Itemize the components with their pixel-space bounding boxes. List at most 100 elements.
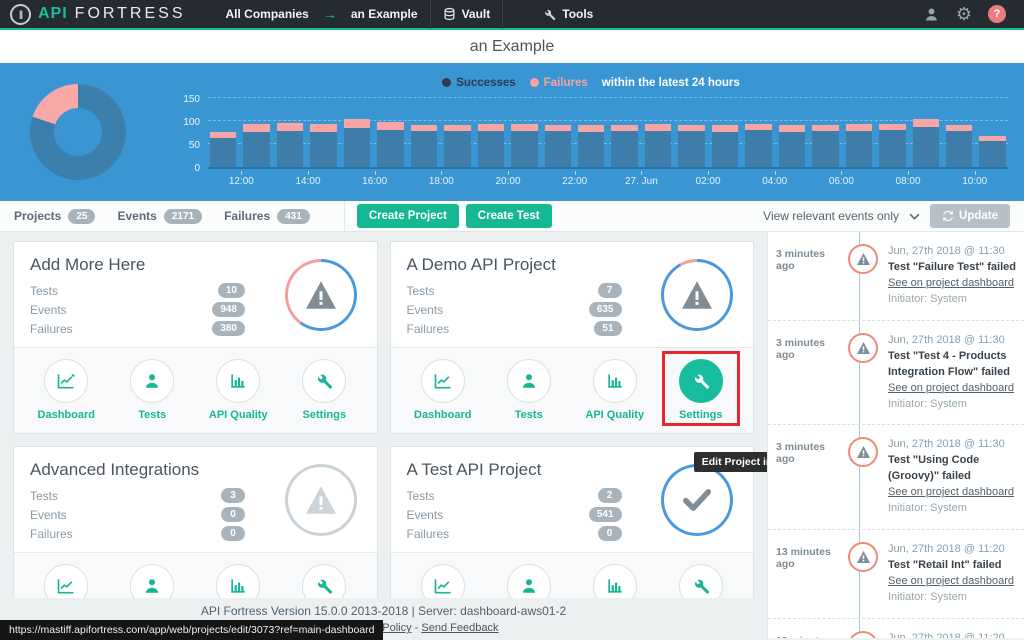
chevron-down-icon[interactable] bbox=[909, 213, 920, 220]
api-quality-action[interactable]: API Quality bbox=[584, 359, 646, 421]
events-badge: 948 bbox=[212, 302, 245, 317]
tests-badge: 10 bbox=[217, 283, 245, 298]
x-tick-label: 22:00 bbox=[541, 171, 608, 187]
tests-badge: 3 bbox=[221, 488, 245, 503]
y-axis: 0 50 100 150 bbox=[183, 94, 200, 174]
warning-icon bbox=[305, 280, 336, 309]
event-title: Test "Retail Int" failed bbox=[888, 559, 1002, 572]
bar-segment bbox=[243, 124, 270, 167]
event-row: 13 minutes ago Jun, 27th 2018 @ 11:20 Te… bbox=[768, 530, 1024, 619]
event-warning-icon bbox=[848, 244, 878, 274]
event-row: 13 minutes ago Jun, 27th 2018 @ 11:20 Te… bbox=[768, 619, 1024, 638]
events-sidebar: 3 minutes ago Jun, 27th 2018 @ 11:30 Tes… bbox=[767, 232, 1024, 638]
tests-action[interactable]: Tests bbox=[498, 564, 560, 598]
footer-link[interactable]: Send Feedback bbox=[421, 622, 499, 634]
bar-segment bbox=[611, 124, 638, 167]
stats-toolbar: Projects 25 Events 2171 Failures 431 Create… bbox=[0, 200, 1024, 232]
api-quality-action[interactable]: API Quality bbox=[584, 564, 646, 598]
tests-badge: 7 bbox=[597, 283, 622, 298]
project-title: Advanced Integrations bbox=[30, 460, 200, 479]
event-time: 13 minutes ago bbox=[776, 631, 842, 638]
dashboard-action[interactable]: Dashboard bbox=[412, 359, 474, 421]
event-warning-icon bbox=[848, 437, 878, 468]
event-warning-icon bbox=[848, 542, 878, 573]
stat-label: Events bbox=[30, 507, 67, 522]
api-quality-action[interactable]: API Quality bbox=[207, 359, 269, 421]
wrench-icon bbox=[545, 9, 556, 20]
warning-icon bbox=[682, 280, 712, 309]
help-icon[interactable]: ? bbox=[988, 5, 1006, 23]
logo-text-api: API bbox=[38, 5, 68, 22]
stacked-bar-chart: 0 50 100 150 bbox=[174, 94, 1008, 174]
project-card-a-demo-api-project: A Demo API Project Tests 7 Events 635 Fail… bbox=[389, 241, 767, 472]
apifortress-logo[interactable]: || API FORTRESS bbox=[10, 3, 186, 25]
event-time: 3 minutes ago bbox=[776, 336, 826, 361]
x-tick-label: 06:00 bbox=[808, 171, 875, 187]
event-row: 3 minutes ago Jun, 27th 2018 @ 11:30 Tes… bbox=[768, 425, 1024, 531]
dashboard-action[interactable]: Dashboard bbox=[35, 359, 97, 421]
bar-segment bbox=[879, 124, 906, 167]
tests-action[interactable]: Tests bbox=[498, 359, 560, 421]
events-filter-dropdown[interactable]: View relevant events only bbox=[763, 209, 900, 223]
failures-badge: 0 bbox=[221, 526, 245, 541]
gear-icon[interactable]: ⚙ bbox=[955, 4, 972, 24]
event-title: Test "Failure Test" failed bbox=[888, 260, 1016, 273]
success-failure-donut bbox=[30, 84, 126, 180]
settings-action[interactable]: Settings bbox=[670, 564, 732, 598]
nav-all-companies[interactable]: All Companies bbox=[225, 7, 309, 21]
event-warning-icon bbox=[848, 630, 878, 638]
bar-plot bbox=[208, 97, 1008, 167]
bar-segment bbox=[544, 125, 571, 167]
settings-action[interactable]: Settings bbox=[293, 564, 355, 598]
line-chart-icon bbox=[434, 374, 451, 389]
settings-action-highlighted[interactable]: Settings Edit Project info bbox=[661, 351, 767, 472]
user-icon[interactable] bbox=[923, 6, 940, 23]
line-chart-icon bbox=[57, 579, 74, 594]
failures-dot-icon bbox=[529, 78, 539, 87]
project-title: A Test API Project bbox=[406, 460, 542, 479]
project-title: Add More Here bbox=[30, 255, 146, 274]
event-dashboard-link[interactable]: See on project dashboard bbox=[888, 486, 1014, 499]
nav-vault[interactable]: Vault bbox=[431, 0, 503, 29]
gridline bbox=[208, 97, 1008, 98]
event-date: Jun, 27th 2018 @ 11:20 bbox=[888, 631, 1005, 638]
dashboard-action[interactable]: Dashboard bbox=[35, 564, 97, 598]
tests-action[interactable]: Tests bbox=[121, 564, 183, 598]
tests-badge: 2 bbox=[597, 488, 622, 503]
dashboard-action[interactable]: Dashboard bbox=[412, 564, 474, 598]
page-title: an Example bbox=[0, 30, 1024, 63]
warning-icon-muted bbox=[305, 485, 336, 514]
settings-action[interactable]: Settings bbox=[293, 359, 355, 421]
tests-action[interactable]: Tests bbox=[121, 359, 183, 421]
nav-tools[interactable]: Tools bbox=[531, 0, 605, 29]
project-status-ring bbox=[661, 463, 733, 536]
create-project-button[interactable]: Create Project bbox=[356, 204, 459, 228]
failures-badge: 431 bbox=[277, 208, 310, 224]
api-quality-action[interactable]: API Quality bbox=[207, 564, 269, 598]
event-row: 3 minutes ago Jun, 27th 2018 @ 11:30 Tes… bbox=[768, 321, 1024, 426]
bar-segment bbox=[577, 125, 605, 167]
event-dashboard-link[interactable]: See on project dashboard bbox=[888, 575, 1014, 587]
project-card-a-test-api-project: A Test API Project Tests 2 Events 541 Fail… bbox=[389, 446, 754, 598]
event-time: 3 minutes ago bbox=[776, 441, 826, 466]
x-tick-label: 10:00 bbox=[941, 171, 1008, 187]
x-tick-label: 27. Jun bbox=[608, 171, 675, 187]
nav-current-company[interactable]: an Example bbox=[350, 7, 418, 21]
events-badge: 2171 bbox=[163, 208, 203, 224]
event-time: 13 minutes ago bbox=[776, 546, 831, 571]
event-title: Test "Using Code (Groovy)" failed bbox=[888, 454, 980, 483]
failures-badge: 51 bbox=[594, 321, 622, 336]
projects-badge: 25 bbox=[68, 208, 96, 224]
event-dashboard-link[interactable]: See on project dashboard bbox=[888, 381, 1014, 394]
stat-label: Events bbox=[406, 507, 444, 522]
event-dashboard-link[interactable]: See on project dashboard bbox=[888, 276, 1014, 289]
toolbar-divider bbox=[343, 200, 345, 232]
create-test-button[interactable]: Create Test bbox=[465, 204, 552, 228]
footer-separator: - bbox=[414, 622, 419, 634]
line-chart-icon bbox=[57, 374, 75, 389]
event-date: Jun, 27th 2018 @ 11:30 bbox=[888, 438, 1005, 451]
bar-segment bbox=[778, 125, 806, 167]
chart-legend: Successes Failures within the latest 24 … bbox=[174, 77, 1008, 89]
update-button[interactable]: Update bbox=[930, 204, 1010, 228]
bar-segment bbox=[678, 124, 705, 167]
